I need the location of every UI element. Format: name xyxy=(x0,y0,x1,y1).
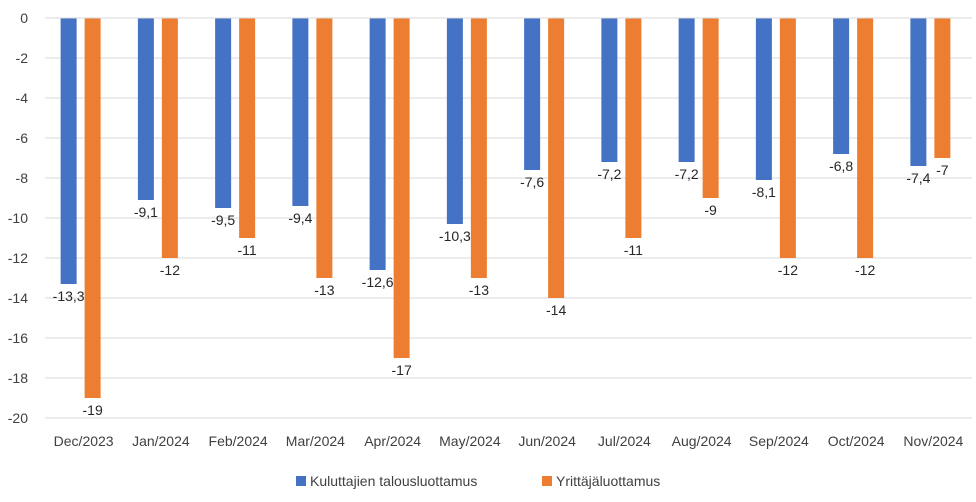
bar-entrepreneur xyxy=(702,18,719,198)
y-tick-label: -20 xyxy=(8,410,28,426)
data-label: -12 xyxy=(855,262,875,278)
data-label: -14 xyxy=(546,302,566,318)
x-tick-label: Sep/2024 xyxy=(749,433,809,449)
data-label: -7 xyxy=(936,162,949,178)
data-label: -7,2 xyxy=(675,166,699,182)
y-tick-label: -14 xyxy=(8,290,28,306)
bar-entrepreneur xyxy=(779,18,796,258)
y-tick-label: -10 xyxy=(8,210,28,226)
data-label: -12 xyxy=(160,262,180,278)
x-tick-label: Apr/2024 xyxy=(364,433,421,449)
data-label: -10,3 xyxy=(439,228,471,244)
legend-label: Kuluttajien talousluottamus xyxy=(310,473,477,489)
x-tick-label: Jun/2024 xyxy=(518,433,576,449)
bar-consumer xyxy=(60,18,77,284)
bar-consumer xyxy=(910,18,927,166)
bar-consumer xyxy=(755,18,772,180)
data-label: -12 xyxy=(778,262,798,278)
bar-consumer xyxy=(524,18,541,170)
x-tick-label: Oct/2024 xyxy=(828,433,885,449)
y-axis: 0 -2 -4 -6 -8 -10 -12 -14 -16 -18 -20 xyxy=(8,10,28,426)
data-label: -11 xyxy=(238,242,257,258)
y-tick-label: -6 xyxy=(16,130,29,146)
data-label: -11 xyxy=(624,242,643,258)
x-tick-label: Mar/2024 xyxy=(286,433,345,449)
x-tick-label: Feb/2024 xyxy=(209,433,268,449)
bar-consumer xyxy=(215,18,232,208)
data-label: -9,4 xyxy=(288,210,312,226)
bar-entrepreneur xyxy=(857,18,874,258)
x-tick-label: Jul/2024 xyxy=(598,433,651,449)
data-label: -13,3 xyxy=(53,288,85,304)
y-tick-label: -4 xyxy=(16,90,29,106)
data-label: -19 xyxy=(83,402,103,418)
gridlines xyxy=(45,17,972,419)
x-tick-label: Jan/2024 xyxy=(132,433,190,449)
bar-consumer xyxy=(678,18,695,162)
data-label: -9,5 xyxy=(211,212,235,228)
bar-consumer xyxy=(137,18,154,200)
legend-swatch xyxy=(296,476,306,486)
bar-consumer xyxy=(446,18,463,224)
y-tick-label: -16 xyxy=(8,330,28,346)
bar-entrepreneur xyxy=(161,18,178,258)
data-label: -7,4 xyxy=(906,170,930,186)
bar-consumer xyxy=(833,18,850,154)
bar-entrepreneur xyxy=(934,18,951,158)
data-label: -13 xyxy=(314,282,334,298)
bar-consumer xyxy=(369,18,386,270)
y-tick-label: -2 xyxy=(16,50,29,66)
bar-consumer xyxy=(601,18,618,162)
data-label: -6,8 xyxy=(829,158,853,174)
data-label: -8,1 xyxy=(752,184,776,200)
data-label: -12,6 xyxy=(362,274,394,290)
bar-entrepreneur xyxy=(84,18,101,398)
bar-entrepreneur xyxy=(470,18,487,278)
y-tick-label: -18 xyxy=(8,370,28,386)
bar-entrepreneur xyxy=(548,18,565,298)
data-labels: -13,3 -9,1 -9,5 -9,4 -12,6 -10,3 -7,6 -7,2 -7,2 -… xyxy=(53,158,949,418)
data-label: -13 xyxy=(469,282,489,298)
legend-label: Yrittäjäluottamus xyxy=(556,473,660,489)
bar-consumer xyxy=(292,18,309,206)
bar-entrepreneur xyxy=(316,18,333,278)
data-label: -7,6 xyxy=(520,174,544,190)
y-tick-label: 0 xyxy=(20,10,28,26)
data-label: -7,2 xyxy=(597,166,621,182)
legend: Kuluttajien talousluottamus Yrittäjäluott… xyxy=(296,473,660,489)
x-tick-label: May/2024 xyxy=(439,433,501,449)
bar-entrepreneur xyxy=(625,18,642,238)
legend-swatch xyxy=(542,476,552,486)
x-tick-label: Aug/2024 xyxy=(672,433,732,449)
bars xyxy=(45,17,972,398)
data-label: -9 xyxy=(704,202,717,218)
y-tick-label: -12 xyxy=(8,250,28,266)
data-label: -17 xyxy=(392,362,412,378)
x-axis: Dec/2023 Jan/2024 Feb/2024 Mar/2024 Apr/2024… xyxy=(54,433,964,449)
bar-entrepreneur xyxy=(393,18,410,358)
x-tick-label: Dec/2023 xyxy=(54,433,114,449)
x-tick-label: Nov/2024 xyxy=(903,433,963,449)
bar-entrepreneur xyxy=(239,18,256,238)
data-label: -9,1 xyxy=(134,204,158,220)
y-tick-label: -8 xyxy=(16,170,29,186)
